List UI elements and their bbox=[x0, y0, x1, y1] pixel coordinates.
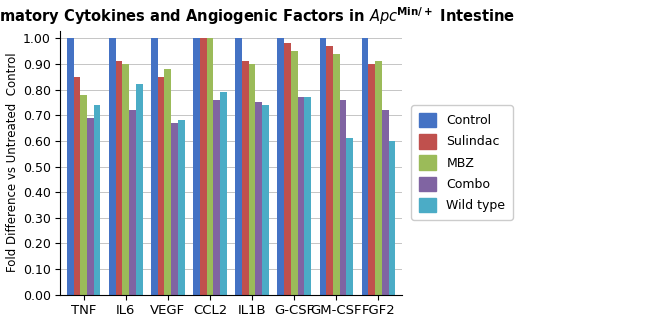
Bar bbox=[136, 84, 142, 295]
Bar bbox=[122, 64, 129, 295]
Bar bbox=[235, 38, 242, 295]
Bar bbox=[389, 141, 395, 295]
Bar bbox=[304, 97, 311, 295]
Bar bbox=[171, 123, 178, 295]
Bar bbox=[320, 38, 326, 295]
Bar bbox=[207, 38, 213, 295]
Bar bbox=[361, 38, 369, 295]
Bar bbox=[151, 38, 158, 295]
Bar bbox=[255, 102, 262, 295]
Bar bbox=[116, 61, 122, 295]
Bar bbox=[242, 61, 249, 295]
Bar bbox=[109, 38, 116, 295]
Y-axis label: Fold Difference vs Untreated  Control: Fold Difference vs Untreated Control bbox=[6, 53, 19, 273]
Bar bbox=[326, 46, 333, 295]
Bar bbox=[375, 61, 382, 295]
Bar bbox=[200, 38, 207, 295]
Bar bbox=[67, 38, 73, 295]
Bar bbox=[73, 77, 80, 295]
Bar bbox=[80, 95, 87, 295]
Bar bbox=[284, 43, 291, 295]
Bar bbox=[369, 64, 375, 295]
Bar bbox=[278, 38, 284, 295]
Bar bbox=[382, 110, 389, 295]
Bar bbox=[87, 118, 94, 295]
Bar bbox=[249, 64, 255, 295]
Bar bbox=[158, 77, 164, 295]
Bar bbox=[346, 138, 353, 295]
Bar bbox=[213, 100, 220, 295]
Bar bbox=[178, 120, 185, 295]
Bar bbox=[220, 92, 227, 295]
Bar bbox=[94, 105, 101, 295]
Bar bbox=[340, 100, 346, 295]
Bar bbox=[298, 97, 304, 295]
Bar bbox=[291, 51, 298, 295]
Bar bbox=[164, 69, 171, 295]
Bar bbox=[333, 54, 340, 295]
Legend: Control, Sulindac, MBZ, Combo, Wild type: Control, Sulindac, MBZ, Combo, Wild type bbox=[411, 105, 513, 220]
Bar bbox=[193, 38, 200, 295]
Bar bbox=[262, 105, 269, 295]
Title: Inflammatory Cytokines and Angiogenic Factors in $\bf{\mathit{Apc}}^{\bf{Min/+}}: Inflammatory Cytokines and Angiogenic Fa… bbox=[0, 5, 515, 27]
Bar bbox=[129, 110, 136, 295]
